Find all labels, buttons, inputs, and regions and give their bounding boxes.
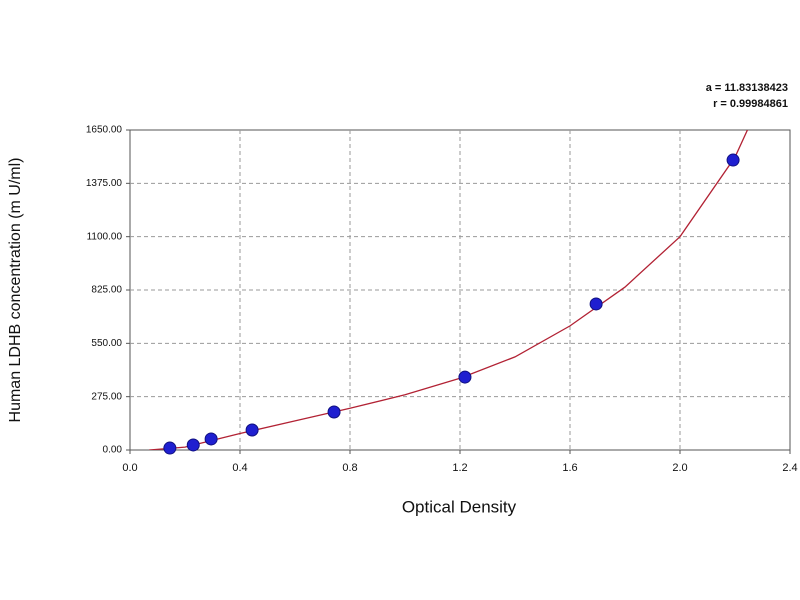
y-tick-label: 0.00 — [103, 445, 123, 456]
x-tick-label: 1.6 — [562, 462, 577, 474]
data-point — [163, 441, 177, 455]
data-point — [726, 153, 740, 167]
annotation: r = 0.99984861 — [713, 98, 788, 110]
annotation: a = 11.83138423 — [706, 82, 788, 94]
x-axis-title: Optical Density — [402, 497, 517, 516]
x-tick-label: 0.0 — [122, 462, 137, 474]
y-tick-label: 1375.00 — [86, 178, 123, 189]
data-point — [589, 297, 603, 311]
x-tick-label: 1.2 — [452, 462, 467, 474]
data-point — [458, 370, 472, 384]
data-point — [186, 438, 200, 452]
x-tick-label: 2.0 — [672, 462, 687, 474]
y-tick-label: 275.00 — [91, 391, 122, 402]
y-tick-label: 550.00 — [91, 338, 122, 349]
data-point — [204, 432, 218, 446]
y-tick-label: 1100.00 — [87, 231, 123, 242]
data-point — [245, 423, 259, 437]
y-axis-title: Human LDHB concentration (m U/ml) — [7, 158, 24, 423]
y-tick-label: 1650.00 — [86, 125, 123, 136]
x-tick-label: 2.4 — [782, 462, 797, 474]
x-tick-label: 0.8 — [342, 462, 357, 474]
y-tick-label: 825.00 — [91, 285, 122, 296]
data-point — [327, 405, 341, 419]
x-tick-label: 0.4 — [232, 462, 247, 474]
